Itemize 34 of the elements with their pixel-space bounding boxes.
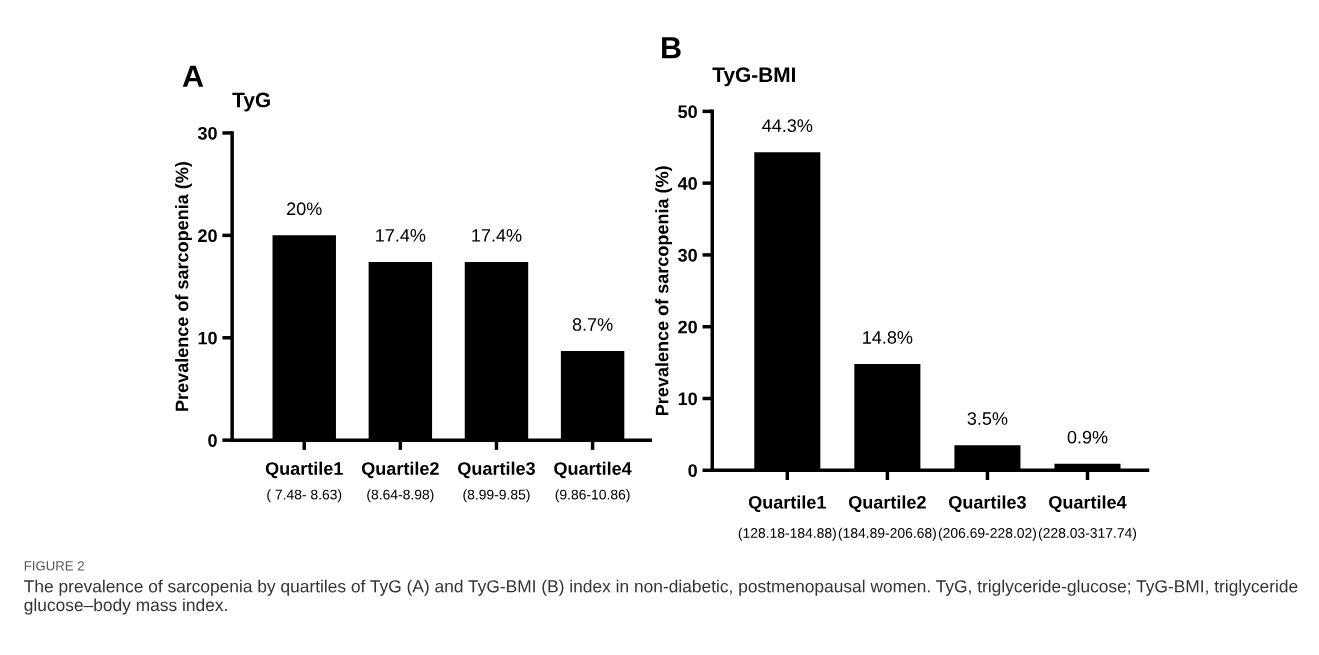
data-label: 20% (287, 202, 322, 216)
y-axis-title: Prevalence of sarcopenia (%) (655, 166, 673, 416)
text: The prevalence of sarcopenia by quartiles of TyG (A) and TyG-BMI (B) index in non-diabetic, postmenopausal women. TyG, triglyceride-glucose; TyG-BMI, triglyceride glucose–body mass index. (24, 579, 1298, 615)
data-label: 17.4% (472, 229, 522, 242)
y-tick-label: 20 (678, 320, 697, 334)
chart-title: TyG-BMI (712, 67, 795, 87)
y-tick-label: 50 (678, 105, 697, 119)
data-label: 8.7% (572, 318, 613, 331)
data-label: 3.5% (967, 412, 1008, 425)
y-tick-label: 10 (198, 331, 217, 345)
data-label: 0.9% (1067, 430, 1108, 444)
x-tick-label: Quartile4 (228.03-317.74) (1038, 495, 1137, 541)
x-tick-label: Quartile2 (8.64-8.98) (361, 461, 439, 503)
data-label: 44.3% (762, 119, 813, 133)
text: B (662, 37, 681, 59)
text: A (182, 65, 204, 87)
y-tick-label: 40 (677, 177, 697, 190)
x-tick-label: Quartile2 (184.89-206.68) (838, 495, 936, 541)
y-tick-label: 30 (678, 248, 697, 262)
y-tick-label: 0 (688, 464, 697, 478)
x-tick-label: Quartile4 (9.86-10.86) (554, 461, 632, 503)
x-tick-label: Quartile1 (128.18-184.88) (738, 495, 836, 541)
caption: FIGURE 2 (24, 561, 84, 571)
y-tick-label: 30 (197, 126, 217, 140)
chart-title: TyG (232, 92, 270, 112)
x-tick-label: Quartile3 (8.99-9.85) (458, 461, 535, 503)
x-tick-label: Quartile3 (206.69-228.02) (938, 495, 1036, 541)
y-axis-title: Prevalence of sarcopenia (%) (175, 162, 192, 411)
y-tick-label: 0 (208, 434, 217, 447)
y-tick-label: 20 (198, 229, 217, 243)
data-label: 14.8% (863, 331, 913, 344)
data-label: 17.4% (376, 229, 426, 242)
x-tick-label: Quartile1 ( 7.48- 8.63) (265, 461, 343, 503)
y-tick-label: 10 (678, 392, 697, 406)
